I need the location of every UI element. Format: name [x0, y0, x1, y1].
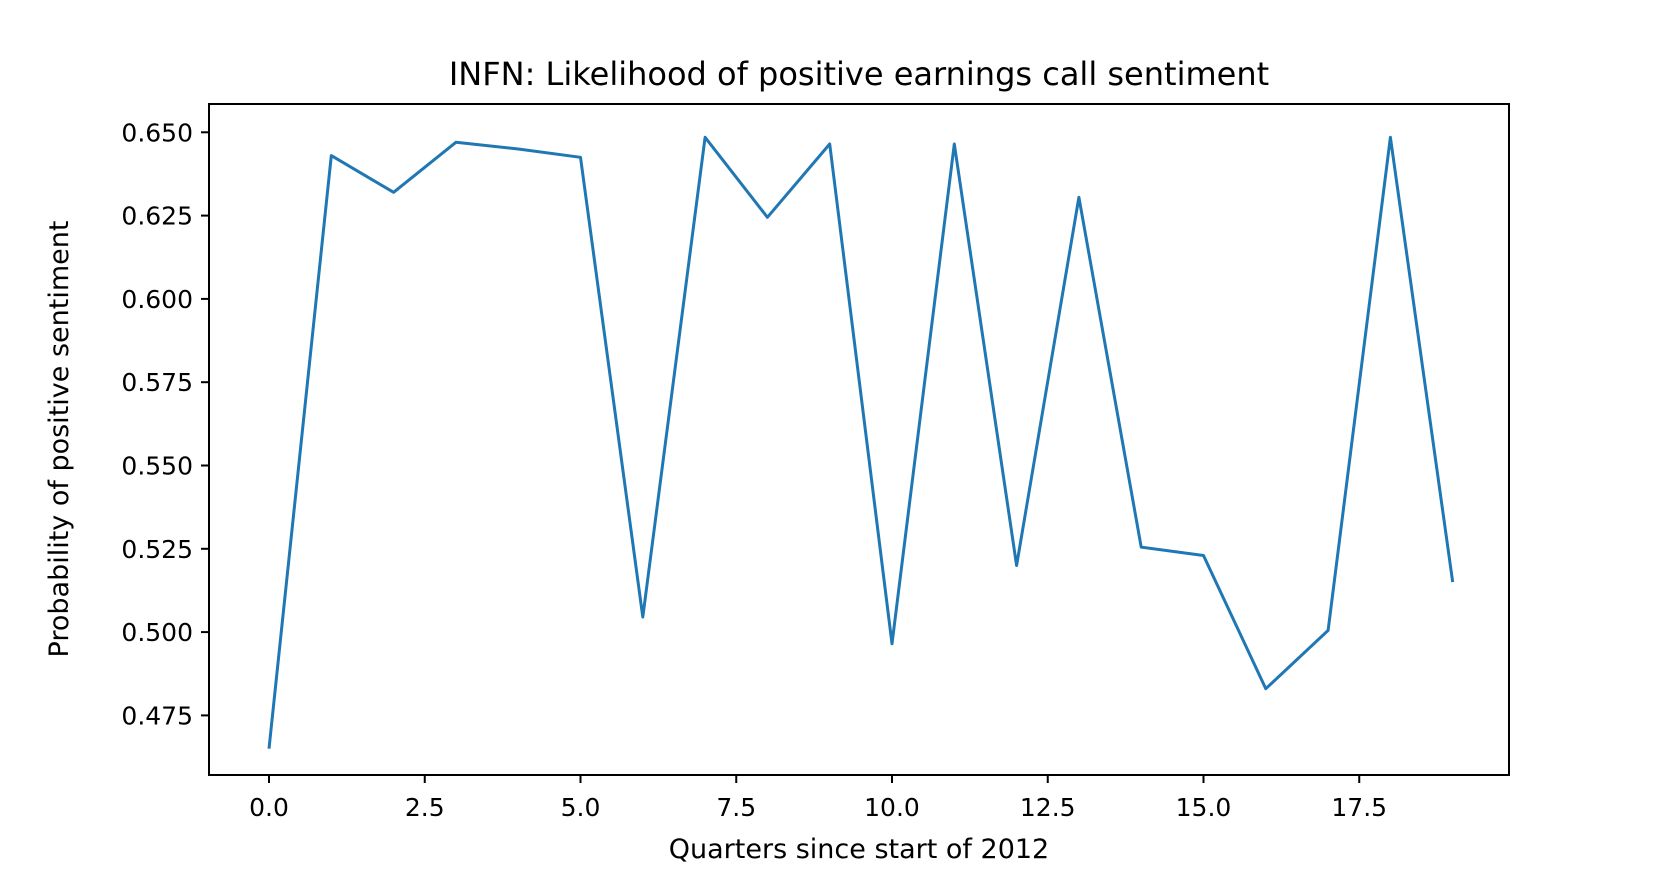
y-tick-label: 0.550 [121, 452, 193, 481]
y-tick-label: 0.575 [121, 368, 193, 397]
x-tick-label: 12.5 [1020, 793, 1076, 822]
x-tick-label: 5.0 [561, 793, 601, 822]
y-tick-label: 0.525 [121, 535, 193, 564]
data-series [267, 135, 1455, 749]
axes-spines [208, 103, 1510, 776]
y-tick-label: 0.600 [121, 285, 193, 314]
y-axis-ticks: 0.475 0.500 0.525 0.550 0.575 0.600 0.625 0.650 [121, 118, 209, 730]
chart-title: INFN: Likelihood of positive earnings ca… [449, 55, 1269, 93]
x-tick-label: 17.5 [1331, 793, 1387, 822]
y-tick-label: 0.650 [121, 118, 193, 147]
y-tick-label: 0.625 [121, 202, 193, 231]
x-tick-label: 2.5 [405, 793, 445, 822]
y-tick-label: 0.500 [121, 618, 193, 647]
x-axis-label: Quarters since start of 2012 [669, 834, 1049, 865]
x-tick-label: 7.5 [716, 793, 756, 822]
y-tick-label: 0.475 [121, 701, 193, 730]
y-axis-label: Probability of positive sentiment [44, 221, 75, 658]
x-tick-label: 15.0 [1176, 793, 1232, 822]
x-tick-label: 0.0 [249, 793, 289, 822]
sentiment-probability-line [267, 135, 1455, 749]
x-axis-ticks: 0.0 2.5 5.0 7.5 10.0 12.5 15.0 17.5 [249, 775, 1387, 822]
x-tick-label: 10.0 [864, 793, 920, 822]
